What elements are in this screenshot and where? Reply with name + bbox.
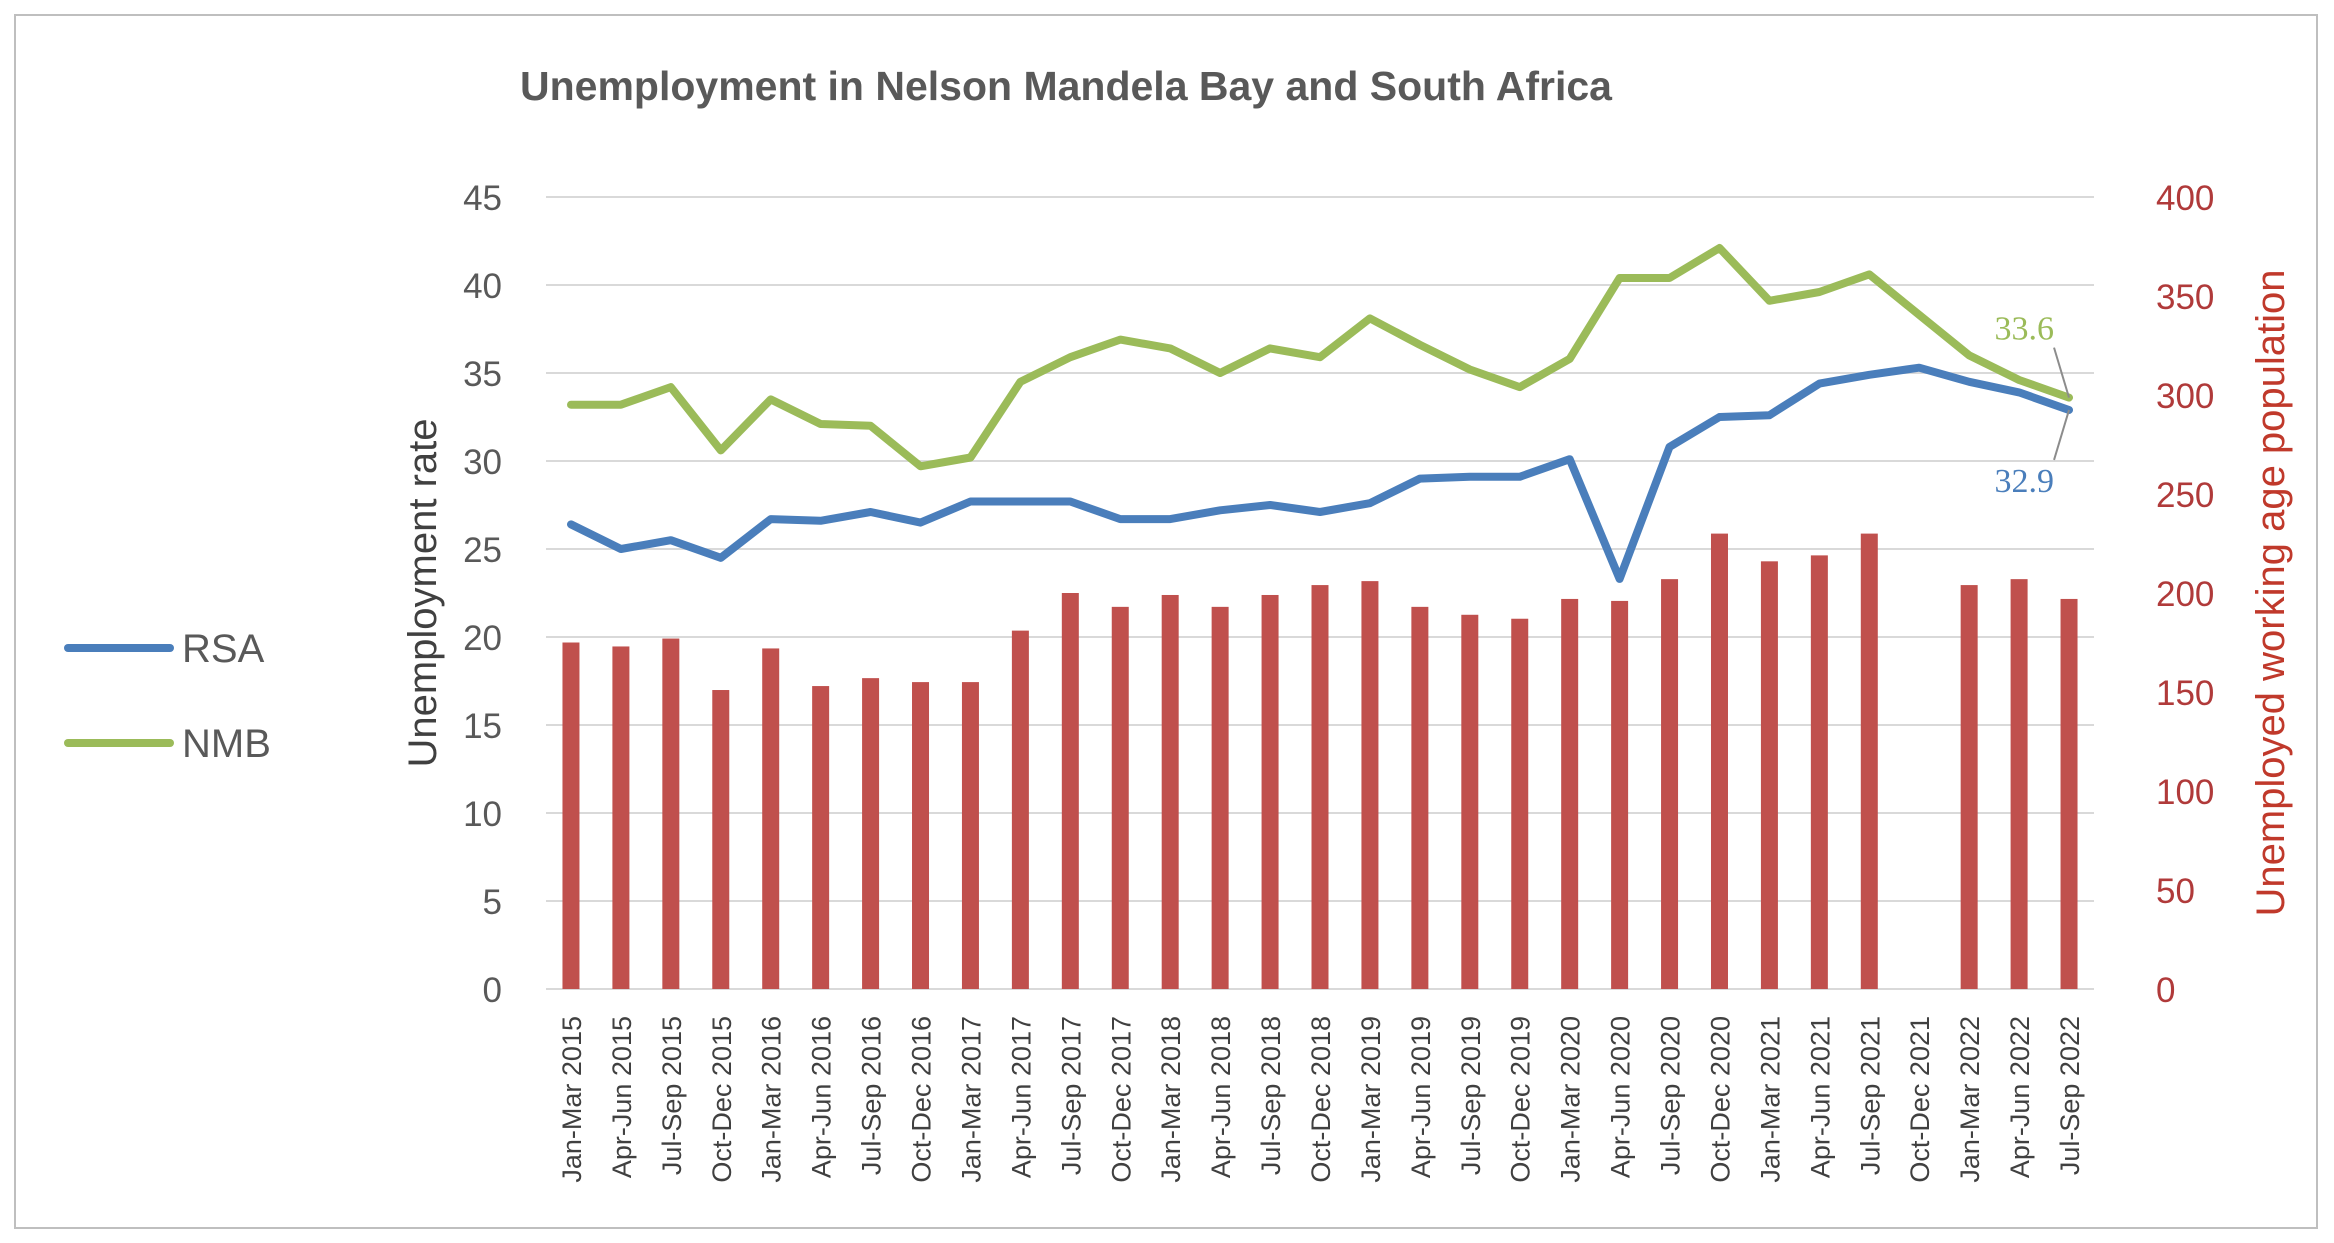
bar xyxy=(1311,585,1329,989)
y-tick-label-right: 150 xyxy=(2156,674,2214,713)
y-tick-label-left: 5 xyxy=(483,883,502,922)
bar xyxy=(562,642,580,989)
end-label-leader xyxy=(2053,347,2070,398)
y-tick-label-left: 45 xyxy=(463,179,502,218)
bar xyxy=(1211,606,1229,989)
y-tick-label-right: 100 xyxy=(2156,773,2214,812)
x-tick-label: Jul-Sep 2015 xyxy=(657,1016,687,1175)
chart-canvas: Unemployment in Nelson Mandela Bay and S… xyxy=(64,63,2293,1183)
bar xyxy=(1710,533,1728,989)
x-tick-label: Oct-Dec 2016 xyxy=(907,1016,937,1183)
bar xyxy=(762,648,780,989)
axis-ticks: 0 5 10 15 20 25 30 35 40 45 0 50 100 150 200 250 300 350 4… xyxy=(463,179,2214,1010)
bar xyxy=(912,682,930,989)
y-tick-label-right: 250 xyxy=(2156,476,2214,515)
bar xyxy=(2060,598,2078,989)
y-tick-label-left: 10 xyxy=(463,795,502,834)
y-tick-label-left: 20 xyxy=(463,619,502,658)
bar xyxy=(1561,598,1579,989)
bar xyxy=(612,646,630,989)
y-tick-label-left: 0 xyxy=(483,971,502,1010)
chart-title: Unemployment in Nelson Mandela Bay and S… xyxy=(520,63,1613,109)
y-tick-label-left: 15 xyxy=(463,707,502,746)
x-tick-label: Apr-Jun 2021 xyxy=(1805,1016,1835,1178)
bar xyxy=(1860,533,1878,989)
bar xyxy=(961,682,979,989)
x-tick-label: Jul-Sep 2021 xyxy=(1855,1016,1885,1175)
x-tick-label: Jan-Mar 2017 xyxy=(956,1016,986,1183)
end-labels: 32.9 33.6 xyxy=(1995,311,2070,500)
bar xyxy=(1361,581,1379,989)
x-tick-label: Jan-Mar 2020 xyxy=(1556,1016,1586,1183)
bar xyxy=(1161,594,1179,989)
x-tick-label: Jul-Sep 2022 xyxy=(2055,1016,2085,1175)
x-tick-label: Apr-Jun 2020 xyxy=(1606,1016,1636,1178)
series-line-nmb xyxy=(567,244,2073,471)
x-tick-label: Oct-Dec 2017 xyxy=(1106,1016,1136,1183)
x-tick-label: Jul-Sep 2016 xyxy=(857,1016,887,1175)
bar xyxy=(1611,600,1629,989)
bar xyxy=(1261,594,1279,989)
y-axis-title-right: Unemployed working age population xyxy=(2249,269,2293,916)
y-tick-label-right: 50 xyxy=(2156,872,2195,911)
category-labels: Jan-Mar 2015 Apr-Jun 2015 Jul-Sep 2015 Oct-… xyxy=(557,1016,2085,1183)
bar xyxy=(1011,630,1029,989)
y-tick-label-right: 300 xyxy=(2156,377,2214,416)
x-tick-label: Apr-Jun 2022 xyxy=(2005,1016,2035,1178)
y-tick-label-left: 25 xyxy=(463,531,502,570)
bar xyxy=(1511,618,1529,989)
bar-series xyxy=(562,533,2078,989)
x-tick-label: Oct-Dec 2019 xyxy=(1506,1016,1536,1183)
bar xyxy=(1061,593,1079,989)
y-tick-label-left: 35 xyxy=(463,355,502,394)
line-series xyxy=(567,244,2073,583)
bar xyxy=(1461,614,1479,989)
x-tick-label: Jan-Mar 2021 xyxy=(1755,1016,1785,1183)
end-label-nmb: 33.6 xyxy=(1995,311,2055,348)
x-tick-label: Jul-Sep 2018 xyxy=(1256,1016,1286,1175)
legend-label-rsa: RSA xyxy=(182,627,265,671)
bar xyxy=(1411,606,1429,989)
x-tick-label: Oct-Dec 2018 xyxy=(1306,1016,1336,1183)
bar xyxy=(1661,579,1679,989)
bar xyxy=(812,686,830,989)
x-tick-label: Apr-Jun 2018 xyxy=(1206,1016,1236,1178)
y-tick-label-right: 400 xyxy=(2156,179,2214,218)
end-label-rsa: 32.9 xyxy=(1995,463,2055,500)
y-tick-label-right: 200 xyxy=(2156,575,2214,614)
y-tick-label-right: 350 xyxy=(2156,278,2214,317)
bar xyxy=(1760,561,1778,989)
bar xyxy=(1111,606,1129,989)
bar xyxy=(1810,555,1828,989)
x-tick-label: Jul-Sep 2017 xyxy=(1056,1016,1086,1175)
x-tick-label: Jan-Mar 2019 xyxy=(1356,1016,1386,1183)
x-tick-label: Jan-Mar 2016 xyxy=(757,1016,787,1183)
x-tick-label: Jan-Mar 2015 xyxy=(557,1016,587,1183)
x-tick-label: Apr-Jun 2017 xyxy=(1006,1016,1036,1178)
legend-label-nmb: NMB xyxy=(182,722,271,766)
x-tick-label: Jan-Mar 2022 xyxy=(1955,1016,1985,1183)
bar xyxy=(862,678,880,989)
y-tick-label-left: 30 xyxy=(463,443,502,482)
end-label-leader xyxy=(2053,409,2070,461)
chart-frame: Unemployment in Nelson Mandela Bay and S… xyxy=(14,14,2318,1229)
x-tick-label: Apr-Jun 2015 xyxy=(607,1016,637,1178)
x-tick-label: Jul-Sep 2019 xyxy=(1456,1016,1486,1175)
legend: RSA NMB xyxy=(64,627,271,766)
bar xyxy=(2010,579,2028,989)
x-tick-label: Oct-Dec 2020 xyxy=(1705,1016,1735,1183)
bar xyxy=(1960,585,1978,989)
y-axis-title-left: Unemployment rate xyxy=(401,418,445,767)
x-tick-label: Oct-Dec 2021 xyxy=(1905,1016,1935,1183)
series-line-rsa xyxy=(567,363,2073,583)
x-tick-label: Apr-Jun 2019 xyxy=(1406,1016,1436,1178)
bar xyxy=(712,690,730,989)
y-tick-label-right: 0 xyxy=(2156,971,2175,1010)
x-tick-label: Oct-Dec 2015 xyxy=(707,1016,737,1183)
x-tick-label: Jul-Sep 2020 xyxy=(1656,1016,1686,1175)
y-tick-label-left: 40 xyxy=(463,267,502,306)
x-tick-label: Apr-Jun 2016 xyxy=(807,1016,837,1178)
x-tick-label: Jan-Mar 2018 xyxy=(1156,1016,1186,1183)
bar xyxy=(662,638,680,989)
